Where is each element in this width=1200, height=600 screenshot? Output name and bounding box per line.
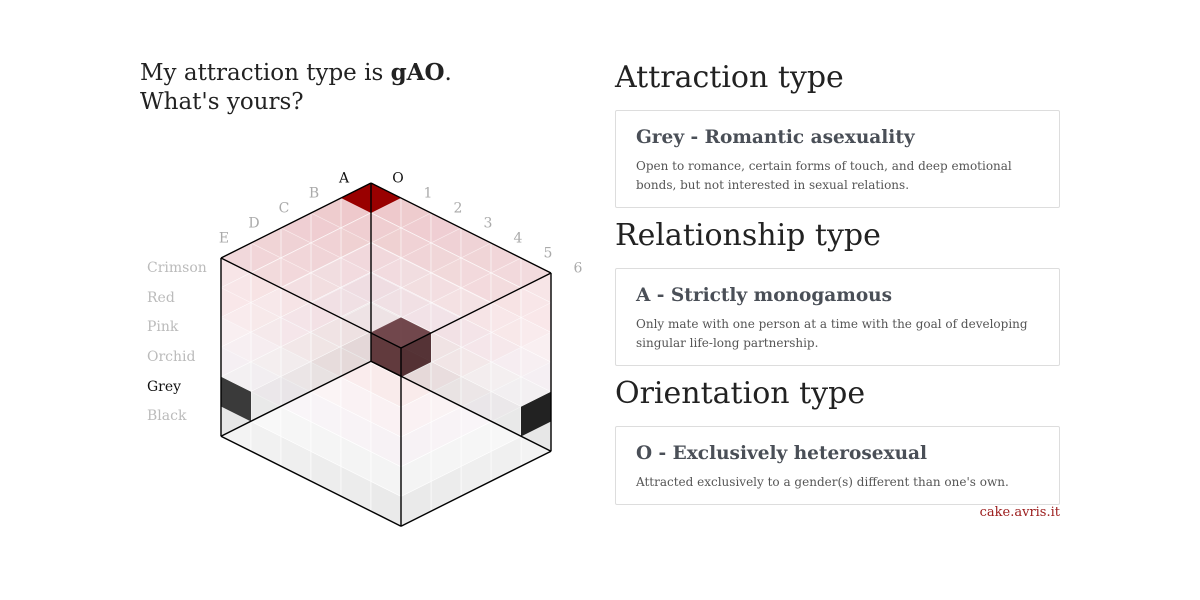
- color-label-red[interactable]: Red: [147, 289, 175, 306]
- orientation-card: O - Exclusively heterosexual Attracted e…: [615, 426, 1060, 505]
- number-label-2: 2: [454, 201, 463, 217]
- headline: My attraction type is gAO. What's yours?: [140, 58, 452, 117]
- attraction-card: Grey - Romantic asexuality Open to roman…: [615, 110, 1060, 208]
- number-label-6: 6: [574, 261, 583, 277]
- number-label-5: 5: [544, 246, 553, 262]
- relationship-card-desc: Only mate with one person at a time with…: [636, 317, 1028, 350]
- number-label-4: 4: [514, 231, 523, 247]
- cube-bottom-left-edge: [220, 435, 402, 527]
- cube-diagram[interactable]: A B C D E O 1 2 3 4 5 6: [130, 160, 600, 560]
- section-heading-orientation: Orientation type: [615, 376, 866, 411]
- number-label-1: 1: [424, 186, 433, 202]
- color-label-crimson[interactable]: Crimson: [147, 260, 207, 276]
- headline-suffix: .: [444, 60, 452, 86]
- section-heading-attraction: Attraction type: [615, 60, 844, 95]
- letter-label-e: E: [219, 231, 229, 247]
- orientation-card-desc: Attracted exclusively to a gender(s) dif…: [636, 475, 1009, 489]
- number-label-3: 3: [484, 216, 493, 232]
- letter-label-d: D: [248, 216, 259, 232]
- headline-prefix: My attraction type is: [140, 60, 391, 86]
- selected-center-cell-left: [371, 332, 401, 378]
- letter-label-c: C: [279, 201, 290, 217]
- attraction-code: gAO: [390, 59, 445, 86]
- section-orientation: Orientation type O - Exclusively heteros…: [615, 374, 1060, 505]
- letter-label-a: A: [338, 171, 350, 187]
- relationship-card-title: A - Strictly monogamous: [636, 285, 893, 306]
- cube-top-left-edge: [220, 182, 372, 259]
- number-label-o: O: [392, 171, 403, 187]
- grey-level-marker-left: [221, 376, 251, 422]
- footer-link[interactable]: cake.avris.it: [979, 505, 1060, 520]
- section-heading-relationship: Relationship type: [615, 218, 881, 253]
- cube-top-right-edge: [370, 182, 552, 274]
- color-label-black[interactable]: Black: [147, 408, 187, 425]
- letter-label-b: B: [309, 186, 319, 202]
- cube-bottom-right-edge: [400, 450, 552, 527]
- description-panel: Attraction type Grey - Romantic asexuali…: [615, 58, 1060, 513]
- orientation-card-title: O - Exclusively heterosexual: [636, 443, 928, 464]
- cube-inner-bottom-left-edge: [220, 360, 372, 437]
- attraction-card-desc: Open to romance, certain forms of touch,…: [636, 159, 1012, 192]
- selected-center-cell-right: [401, 332, 431, 378]
- section-attraction: Attraction type Grey - Romantic asexuali…: [615, 58, 1060, 208]
- attraction-cube[interactable]: A B C D E O 1 2 3 4 5 6: [130, 160, 600, 560]
- section-relationship: Relationship type A - Strictly monogamou…: [615, 216, 1060, 366]
- color-label-orchid[interactable]: Orchid: [147, 349, 196, 366]
- grey-level-marker-right: [521, 391, 551, 437]
- attraction-card-title: Grey - Romantic asexuality: [636, 127, 915, 148]
- color-label-grey[interactable]: Grey: [147, 378, 182, 395]
- cube-top-front-right-edge: [400, 272, 552, 349]
- relationship-card: A - Strictly monogamous Only mate with o…: [615, 268, 1060, 366]
- headline-line2: What's yours?: [140, 89, 304, 115]
- cube-top-front-left-edge: [220, 257, 402, 349]
- color-axis-labels: Crimson Red Pink Orchid Grey Black: [147, 258, 207, 436]
- color-label-pink[interactable]: Pink: [147, 319, 179, 336]
- headline-line1: My attraction type is gAO.: [140, 58, 452, 88]
